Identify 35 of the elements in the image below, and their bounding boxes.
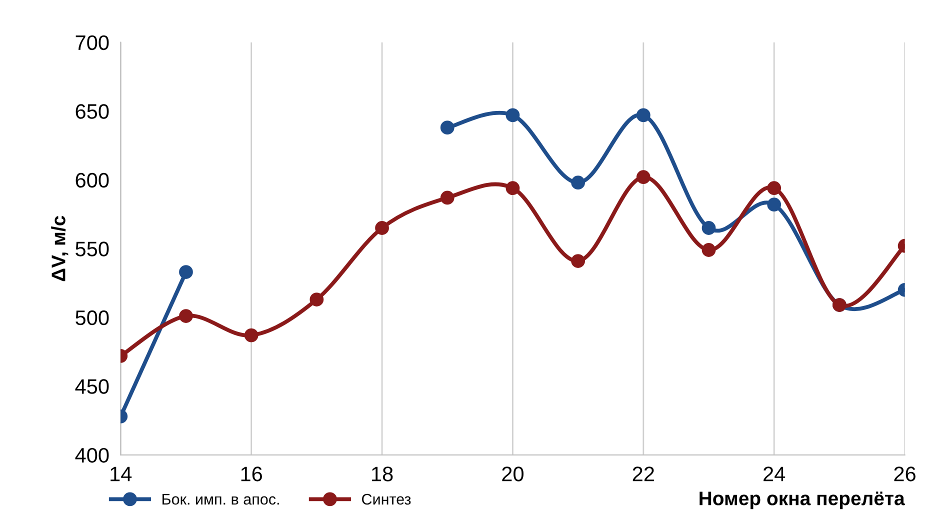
point — [506, 181, 520, 196]
y-tick-label: 450 — [75, 379, 109, 394]
point — [179, 309, 193, 323]
y-axis-title: ΔV, м/с — [51, 216, 68, 282]
x-axis-title: Номер окна перелёта — [700, 492, 905, 510]
point — [702, 243, 716, 257]
y-tick-label: 400 — [75, 448, 109, 463]
point — [767, 198, 782, 212]
y-tick-label: 550 — [76, 242, 109, 256]
point — [506, 108, 520, 122]
point — [440, 120, 454, 135]
point — [571, 176, 586, 190]
point — [702, 221, 716, 235]
point — [244, 328, 258, 342]
point — [571, 254, 586, 268]
x-tick-label: 18 — [372, 466, 393, 482]
x-tick-label: 16 — [241, 466, 262, 482]
y-tick-label: 700 — [76, 35, 109, 50]
point — [440, 190, 454, 205]
x-tick-label: 24 — [764, 466, 786, 482]
point — [179, 265, 193, 279]
x-tick-label: 22 — [632, 466, 654, 482]
y-tick-label: 650 — [76, 104, 109, 119]
y-tick-label: 500 — [76, 310, 109, 326]
point — [767, 181, 782, 196]
x-tick-label: 26 — [894, 466, 916, 482]
point — [310, 292, 324, 306]
y-tick-label: 600 — [76, 172, 109, 188]
x-tick-label: 14 — [110, 466, 132, 482]
x-tick-label: 20 — [502, 466, 524, 482]
point — [375, 221, 389, 235]
legend-label: Бок. имп. в апос. — [162, 494, 279, 505]
legend-label: Синтез — [362, 494, 411, 505]
point — [636, 170, 650, 184]
point — [636, 108, 650, 122]
